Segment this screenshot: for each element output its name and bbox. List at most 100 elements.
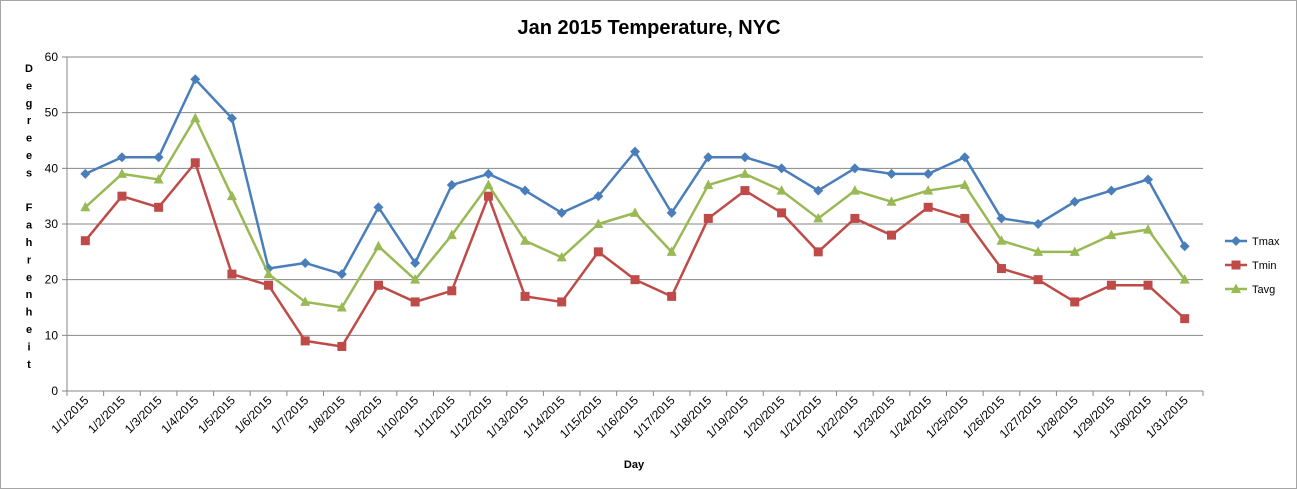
data-point [373,280,383,290]
data-point [849,185,860,195]
data-point [336,269,347,280]
data-point [1179,274,1190,284]
y-axis-label-char: e [26,324,32,336]
data-point [996,235,1007,245]
data-point [446,180,457,191]
data-point [886,168,897,179]
data-point [959,152,970,163]
y-axis-label-char: a [26,220,33,232]
data-point [593,191,604,202]
data-point [300,257,311,268]
data-point [777,208,787,218]
data-point [1033,246,1044,256]
legend-label: Tmin [1252,260,1276,272]
legend-item-tmin: Tmin [1225,260,1276,272]
x-axis-label: Day [624,459,645,471]
data-point [556,251,567,262]
data-point [593,218,604,228]
data-point [593,247,603,257]
data-point [630,275,640,285]
data-point [227,269,237,279]
series-line [84,78,1186,276]
data-point [1069,246,1080,256]
data-point [1231,260,1241,270]
y-tick-label: 50 [45,106,59,120]
y-axis-label-char: r [27,115,32,127]
data-point [117,191,127,201]
data-point [849,163,860,174]
data-point [887,230,897,240]
data-point [1180,314,1190,324]
y-tick-label: 40 [45,161,59,175]
x-tick-label: 1/7/2015 [268,393,311,436]
data-point [483,179,494,190]
series-tavg [80,112,1190,312]
data-point [667,291,677,301]
data-point [300,296,311,306]
data-point [703,213,713,223]
gridlines [67,56,1203,336]
data-point [630,146,640,157]
data-point [336,302,347,312]
data-point [446,229,457,240]
data-point [813,247,823,257]
data-point [666,246,677,256]
data-point [557,297,567,307]
y-axis-label-char: r [27,254,32,266]
data-point [1070,297,1080,307]
data-point [556,207,567,218]
data-point [1069,196,1080,207]
data-point [520,291,530,301]
data-point [813,212,824,223]
data-point [80,201,91,212]
y-axis-label-char: g [26,98,33,110]
data-point [410,297,420,307]
y-tick-label: 10 [45,328,59,342]
y-axis-label-char: n [26,289,33,301]
data-point [923,202,933,212]
legend-label: Tavg [1252,284,1275,296]
data-point [300,336,310,346]
x-tick-label: 1/3/2015 [122,393,165,436]
y-axis-label-char: h [26,307,33,319]
data-point [264,280,274,290]
data-point [1179,241,1190,252]
legend-item-tavg: Tavg [1225,283,1275,296]
legend-item-tmax: Tmax [1225,236,1280,248]
x-tick-label: 1/2/2015 [85,393,128,436]
x-tick-label: 1/5/2015 [195,393,238,436]
data-point [153,173,164,184]
x-tick-labels: 1/1/20151/2/20151/3/20151/4/20151/5/2015… [49,393,1192,441]
data-point [483,168,494,179]
data-point [923,168,934,179]
data-point [630,207,640,217]
chart-title: Jan 2015 Temperature, NYC [517,17,780,39]
y-tick-label: 60 [45,50,59,64]
y-axis-label-char: F [26,202,33,214]
data-point [850,213,860,223]
data-point [703,152,714,163]
series-tmax [80,74,1190,280]
y-axis-label-char: e [26,150,32,162]
y-axis-label-char: s [26,167,32,179]
data-point [739,152,750,163]
x-tick-label: 1/6/2015 [232,393,275,436]
y-axis-label-char: t [27,359,31,371]
data-point [154,202,164,212]
data-point [447,286,457,296]
data-point [410,257,421,268]
data-point [1231,236,1241,246]
axes [62,56,1204,396]
data-point [116,168,127,178]
data-point [226,190,237,201]
data-point [666,207,677,218]
data-point [1143,280,1153,290]
data-point [960,213,970,223]
data-point [190,74,201,85]
data-point [263,268,274,279]
y-axis-label-char: D [25,63,33,75]
data-point [923,185,934,195]
y-tick-label: 20 [45,273,59,287]
data-point [739,168,750,178]
y-tick-label: 0 [51,384,58,398]
